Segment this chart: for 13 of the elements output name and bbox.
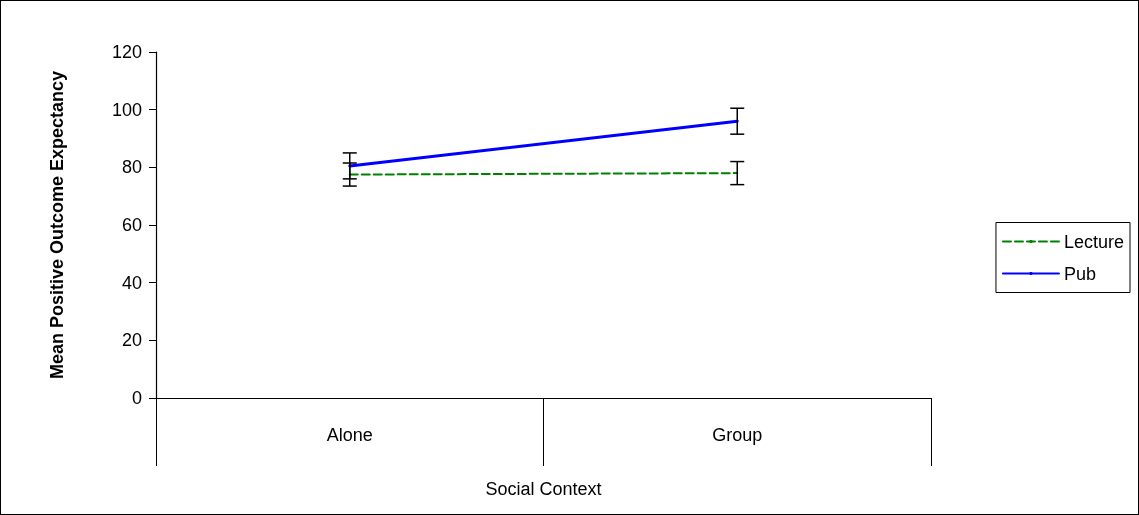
y-tick-label: 100 [111,99,142,120]
x-tick-label: Alone [326,425,373,445]
y-tick-label: 60 [121,215,142,235]
y-axis-title: Mean Positive Outcome Expectancy [47,70,67,380]
x-tick-label: Group [712,425,763,445]
legend-label: Pub [1063,263,1096,284]
y-tick-label: 0 [131,388,142,408]
legend-label: Lecture [1063,231,1125,252]
y-tick-label: 40 [121,272,142,293]
y-tick-label: 120 [111,42,142,62]
y-tick-label: 20 [121,330,142,351]
y-tick-label: 80 [121,157,142,178]
x-axis-title: Social Context [485,479,602,499]
